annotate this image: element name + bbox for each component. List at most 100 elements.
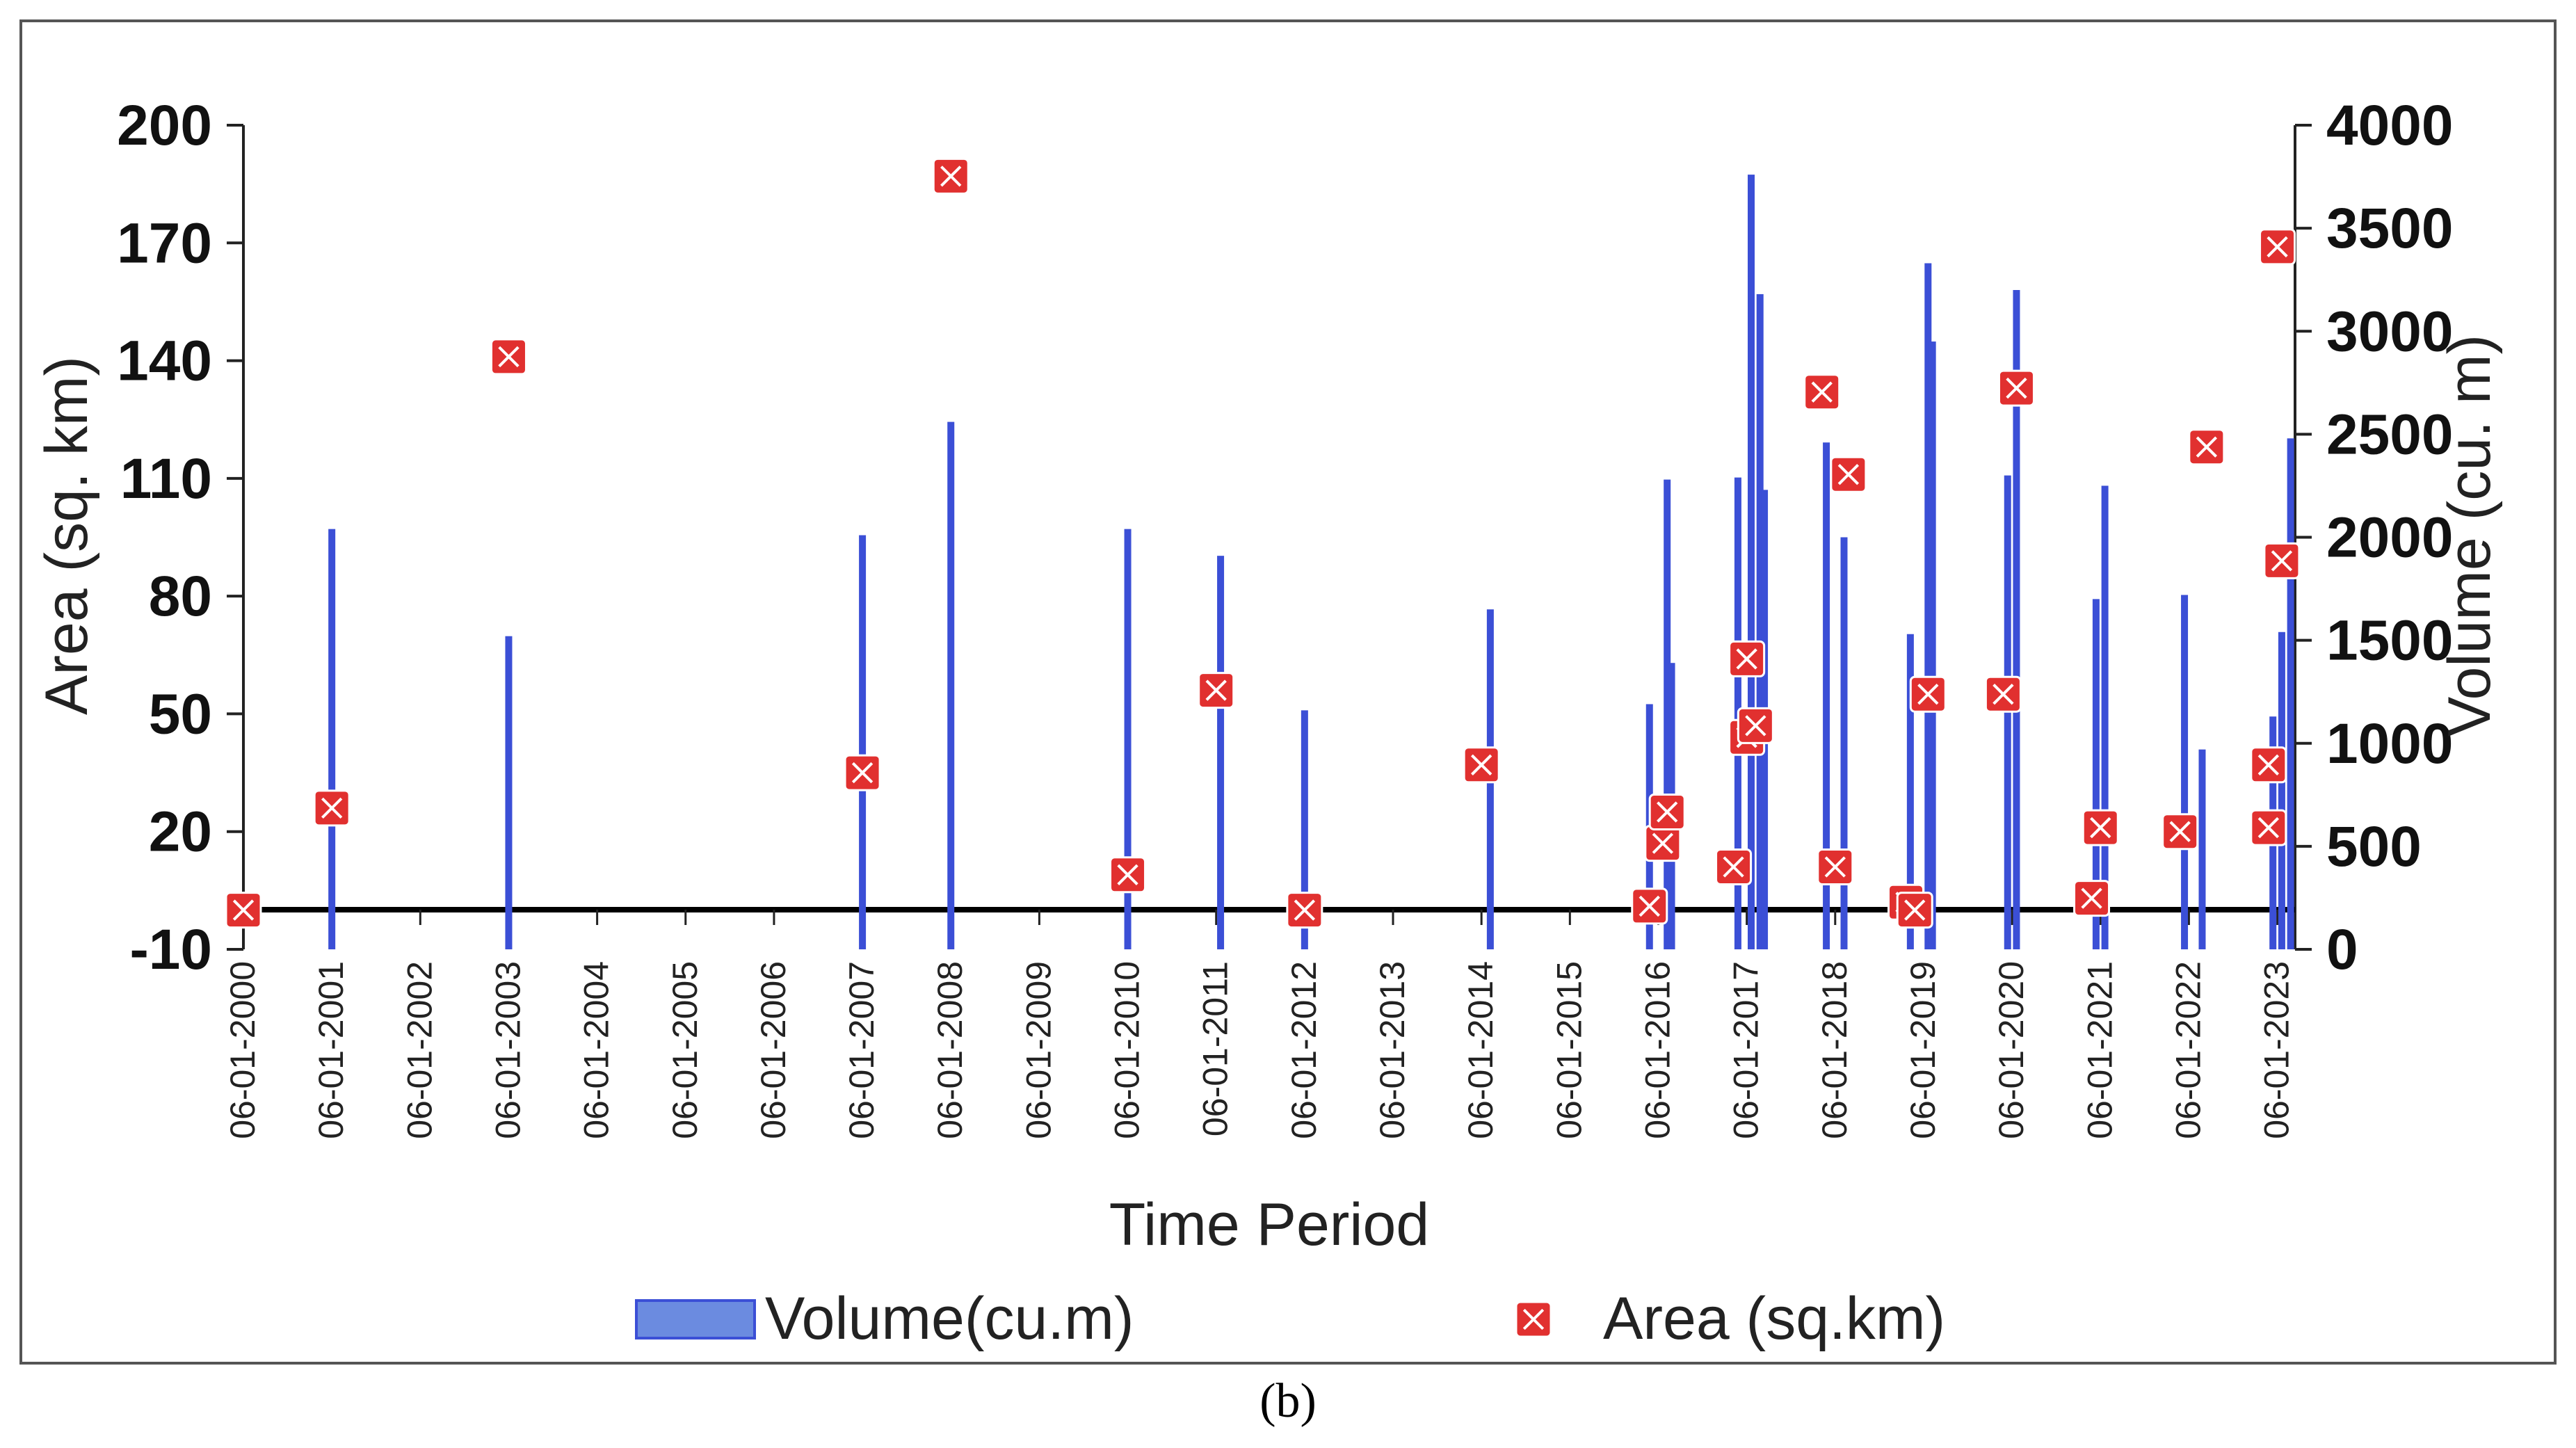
figure-caption: (b) bbox=[1259, 1374, 1317, 1428]
left-tick-label: 110 bbox=[120, 447, 212, 510]
x-tick-label: 06-01-2019 bbox=[1903, 961, 1942, 1139]
x-tick-label: 06-01-2008 bbox=[931, 961, 969, 1139]
volume-bar bbox=[2287, 438, 2294, 949]
volume-bar bbox=[1664, 479, 1671, 949]
area-marker bbox=[1644, 825, 1682, 862]
x-tick-label: 06-01-2002 bbox=[400, 961, 439, 1139]
area-marker bbox=[844, 754, 881, 791]
area-marker bbox=[1830, 456, 1867, 493]
volume-bar bbox=[1823, 442, 1830, 949]
volume-bar bbox=[328, 529, 336, 949]
x-tick-label: 06-01-2015 bbox=[1549, 961, 1588, 1139]
right-axis-ticks: 0 500 1000 1500 2000 2500 3000 3500 4000 bbox=[2295, 94, 2453, 981]
x-tick-label: 06-01-2016 bbox=[1638, 961, 1677, 1139]
area-marker bbox=[1286, 892, 1323, 929]
x-tick-label: 06-01-2006 bbox=[754, 961, 793, 1139]
left-tick-label: 20 bbox=[149, 801, 212, 864]
x-tick-label: 06-01-2013 bbox=[1373, 961, 1412, 1139]
right-tick-label: 4000 bbox=[2326, 94, 2453, 157]
x-tick-label: 06-01-2017 bbox=[1727, 961, 1766, 1139]
x-tick-label: 06-01-2021 bbox=[2080, 961, 2119, 1139]
x-tick-label: 06-01-2022 bbox=[2168, 961, 2207, 1139]
right-tick-label: 3500 bbox=[2326, 197, 2453, 260]
area-marker bbox=[1817, 848, 1854, 885]
area-marker bbox=[1984, 675, 2022, 713]
volume-bar bbox=[1840, 537, 1848, 949]
volume-bar bbox=[859, 535, 867, 949]
volume-bar bbox=[2278, 632, 2285, 949]
x-tick-label: 06-01-2010 bbox=[1108, 961, 1147, 1139]
area-marker bbox=[1198, 672, 1235, 709]
area-marker bbox=[1896, 892, 1933, 929]
legend-area-label: Area (sq.km) bbox=[1603, 1285, 1945, 1352]
volume-bar bbox=[2198, 749, 2206, 949]
x-tick-label: 06-01-2005 bbox=[666, 961, 705, 1139]
x-axis-ticks: 06-01-2000 06-01-2001 06-01-2002 06-01-2003… bbox=[223, 910, 2296, 1139]
right-tick-label: 1000 bbox=[2326, 712, 2453, 775]
volume-bar bbox=[1906, 634, 1914, 949]
x-tick-label: 06-01-2009 bbox=[1019, 961, 1058, 1139]
legend-volume-swatch bbox=[635, 1299, 756, 1340]
area-marker bbox=[2250, 809, 2287, 846]
area-marker bbox=[2162, 813, 2199, 851]
area-markers bbox=[225, 157, 2301, 929]
volume-bar bbox=[2101, 485, 2109, 949]
area-marker bbox=[490, 338, 527, 376]
volume-bar bbox=[1924, 263, 1932, 949]
area-marker bbox=[1715, 848, 1753, 885]
right-tick-label: 0 bbox=[2326, 918, 2358, 981]
x-tick-label: 06-01-2012 bbox=[1285, 961, 1323, 1139]
x-tick-label: 06-01-2000 bbox=[223, 961, 262, 1139]
area-marker bbox=[932, 157, 969, 195]
area-marker bbox=[1909, 675, 1947, 713]
volume-bar bbox=[1747, 175, 1755, 950]
x-tick-label: 06-01-2020 bbox=[1992, 961, 2031, 1139]
right-tick-label: 500 bbox=[2326, 815, 2422, 878]
x-tick-label: 06-01-2001 bbox=[312, 961, 351, 1139]
right-tick-label: 3000 bbox=[2326, 300, 2453, 363]
x-tick-label: 06-01-2011 bbox=[1196, 961, 1235, 1136]
volume-bar bbox=[2181, 595, 2189, 949]
area-marker bbox=[1737, 707, 1774, 744]
volume-bar bbox=[1124, 529, 1132, 949]
legend: Volume(cu.m) Area (sq.km) bbox=[635, 1285, 1945, 1352]
area-marker bbox=[1463, 746, 1500, 784]
area-marker bbox=[1109, 856, 1147, 894]
left-tick-label: 200 bbox=[117, 94, 212, 157]
volume-bar bbox=[947, 421, 955, 949]
left-tick-label: 50 bbox=[149, 682, 212, 746]
chart-frame bbox=[19, 19, 2557, 1365]
x-tick-label: 06-01-2003 bbox=[488, 961, 527, 1139]
x-tick-label: 06-01-2004 bbox=[577, 961, 616, 1139]
legend-volume-label: Volume(cu.m) bbox=[765, 1285, 1134, 1352]
area-marker bbox=[1631, 887, 1668, 925]
area-marker bbox=[225, 892, 262, 929]
area-marker bbox=[2250, 746, 2287, 784]
area-marker bbox=[2082, 809, 2119, 846]
x-tick-label: 06-01-2014 bbox=[1461, 961, 1500, 1139]
area-marker bbox=[2263, 542, 2301, 579]
area-marker bbox=[1728, 640, 1766, 677]
volume-bar bbox=[505, 636, 513, 949]
y-axis-right-title: Volume (cu. m) bbox=[2436, 335, 2503, 737]
area-marker bbox=[1997, 369, 2035, 407]
area-marker bbox=[1803, 373, 1841, 411]
volume-bar bbox=[1301, 710, 1308, 949]
right-tick-label: 2500 bbox=[2326, 403, 2453, 466]
x-axis-title: Time Period bbox=[1109, 1191, 1429, 1258]
y-axis-left-title: Area (sq. km) bbox=[33, 356, 100, 715]
legend-area-marker bbox=[1515, 1301, 1552, 1338]
volume-bar bbox=[1756, 293, 1764, 949]
left-tick-label: -10 bbox=[129, 918, 212, 981]
area-marker bbox=[2073, 880, 2111, 917]
x-tick-label: 06-01-2018 bbox=[1815, 961, 1854, 1139]
area-marker bbox=[1515, 1301, 1552, 1338]
x-tick-label: 06-01-2023 bbox=[2257, 961, 2296, 1139]
volume-bar bbox=[2013, 290, 2020, 949]
left-tick-label: 140 bbox=[117, 330, 212, 393]
x-tick-label: 06-01-2007 bbox=[842, 961, 881, 1139]
right-tick-label: 2000 bbox=[2326, 506, 2453, 570]
left-tick-label: 170 bbox=[117, 211, 212, 275]
volume-bar bbox=[1929, 341, 1936, 949]
